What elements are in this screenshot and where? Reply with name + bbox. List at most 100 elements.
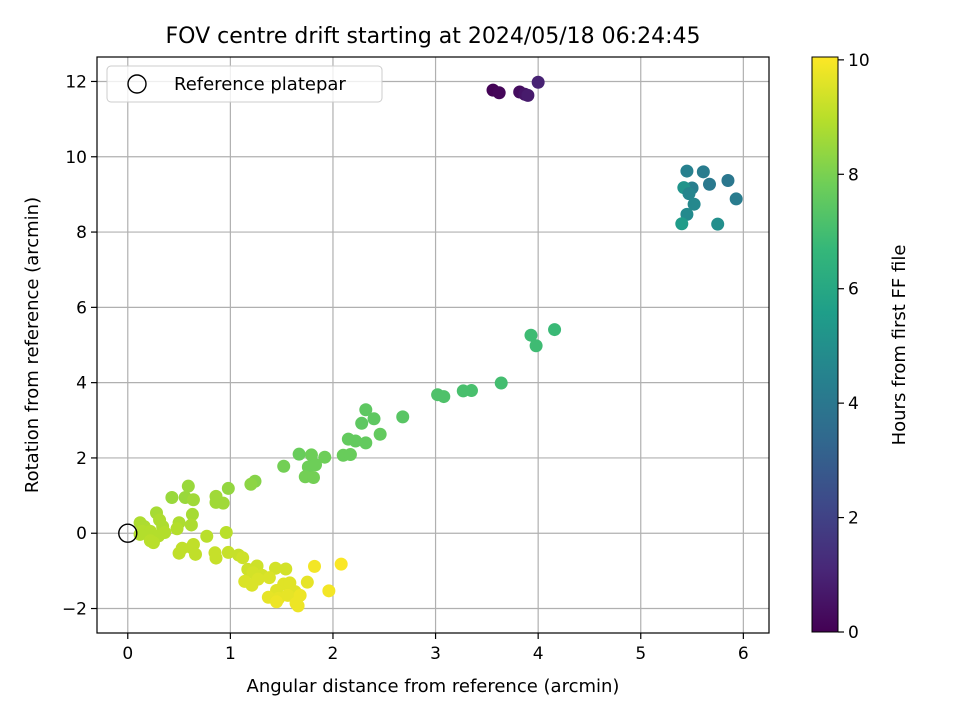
colorbar-tick-label: 6 [848, 280, 859, 300]
data-point [322, 584, 336, 598]
data-point [711, 217, 725, 231]
data-point [524, 328, 538, 342]
data-point [492, 86, 506, 100]
data-point [396, 410, 410, 424]
data-point [696, 165, 710, 179]
data-point [334, 557, 348, 571]
data-point [219, 525, 233, 539]
y-tick-label: 10 [65, 148, 87, 168]
colorbar-tick-label: 4 [848, 394, 859, 414]
x-tick-label: 0 [122, 644, 133, 664]
y-tick-label: 4 [76, 374, 87, 394]
data-point [456, 384, 470, 398]
data-point [170, 522, 184, 536]
reference-platepar-marker [118, 523, 138, 543]
y-tick-label: 2 [76, 449, 87, 469]
y-tick-label: 8 [76, 223, 87, 243]
x-tick-label: 1 [225, 644, 236, 664]
x-tick-label: 2 [328, 644, 339, 664]
data-point [721, 173, 735, 187]
data-point [675, 217, 689, 231]
data-point [172, 546, 186, 560]
legend-label: Reference platepar [174, 74, 346, 95]
x-axis-ticks: 0 1 2 3 4 5 6 [122, 633, 749, 664]
data-point [181, 479, 195, 493]
data-point [244, 477, 258, 491]
data-point [309, 458, 323, 472]
data-point [494, 376, 508, 390]
x-tick-label: 4 [533, 644, 544, 664]
data-point [318, 450, 332, 464]
data-point [200, 529, 214, 543]
data-point [292, 447, 306, 461]
data-point [304, 448, 318, 462]
x-tick-label: 6 [738, 644, 749, 664]
data-point [548, 323, 562, 337]
data-point [209, 551, 223, 565]
y-tick-label: 0 [76, 524, 87, 544]
data-point [221, 481, 235, 495]
data-point [216, 496, 230, 510]
data-point [359, 436, 373, 450]
data-point [291, 599, 305, 613]
colorbar: 0 2 4 6 8 10 Hours from first FF file [811, 51, 910, 643]
data-point [185, 507, 199, 521]
data-point [702, 177, 716, 191]
legend-box [106, 65, 383, 103]
axes-frame [96, 56, 770, 634]
data-point [343, 448, 357, 462]
data-point [262, 571, 276, 585]
data-point [529, 339, 543, 353]
x-axis-label: Angular distance from reference (arcmin) [247, 676, 620, 697]
data-point [281, 588, 295, 602]
data-point [146, 536, 160, 550]
data-point [437, 390, 451, 404]
data-point [521, 88, 535, 102]
x-tick-label: 5 [635, 644, 646, 664]
data-point [221, 545, 235, 559]
legend: Reference platepar [106, 65, 383, 103]
data-point [308, 559, 322, 573]
data-point [306, 471, 320, 485]
y-axis-ticks: −2 0 2 4 6 8 10 12 [62, 72, 97, 620]
data-point [531, 75, 545, 89]
colorbar-tick-label: 2 [848, 509, 859, 529]
data-point [270, 595, 284, 609]
x-tick-label: 3 [430, 644, 441, 664]
data-point [165, 490, 179, 504]
data-point [680, 164, 694, 178]
data-point [359, 403, 373, 417]
data-point [245, 578, 259, 592]
colorbar-ticks: 0 2 4 6 8 10 [838, 51, 870, 643]
colorbar-tick-label: 8 [848, 165, 859, 185]
data-point [355, 416, 369, 430]
data-point [188, 547, 202, 561]
data-point [269, 561, 283, 575]
data-point [349, 434, 363, 448]
chart-title: FOV centre drift starting at 2024/05/18 … [166, 24, 701, 49]
data-point [682, 187, 696, 201]
data-point [367, 412, 381, 426]
colorbar-label: Hours from first FF file [889, 245, 910, 446]
y-tick-label: −2 [62, 600, 87, 620]
data-point [184, 518, 198, 532]
colorbar-tick-label: 10 [848, 51, 870, 71]
data-point [729, 192, 743, 206]
data-point [373, 427, 387, 441]
data-point [186, 493, 200, 507]
data-point [236, 551, 250, 565]
y-tick-label: 12 [65, 72, 87, 92]
y-tick-label: 6 [76, 298, 87, 318]
data-point [687, 197, 701, 211]
data-point [300, 575, 314, 589]
data-points [133, 75, 743, 613]
data-point [277, 459, 291, 473]
data-point [279, 562, 293, 576]
y-axis-label: Rotation from reference (arcmin) [22, 197, 43, 493]
colorbar-tick-label: 0 [848, 623, 859, 643]
colorbar-gradient [811, 56, 839, 633]
legend-marker-open-circle [127, 74, 147, 94]
